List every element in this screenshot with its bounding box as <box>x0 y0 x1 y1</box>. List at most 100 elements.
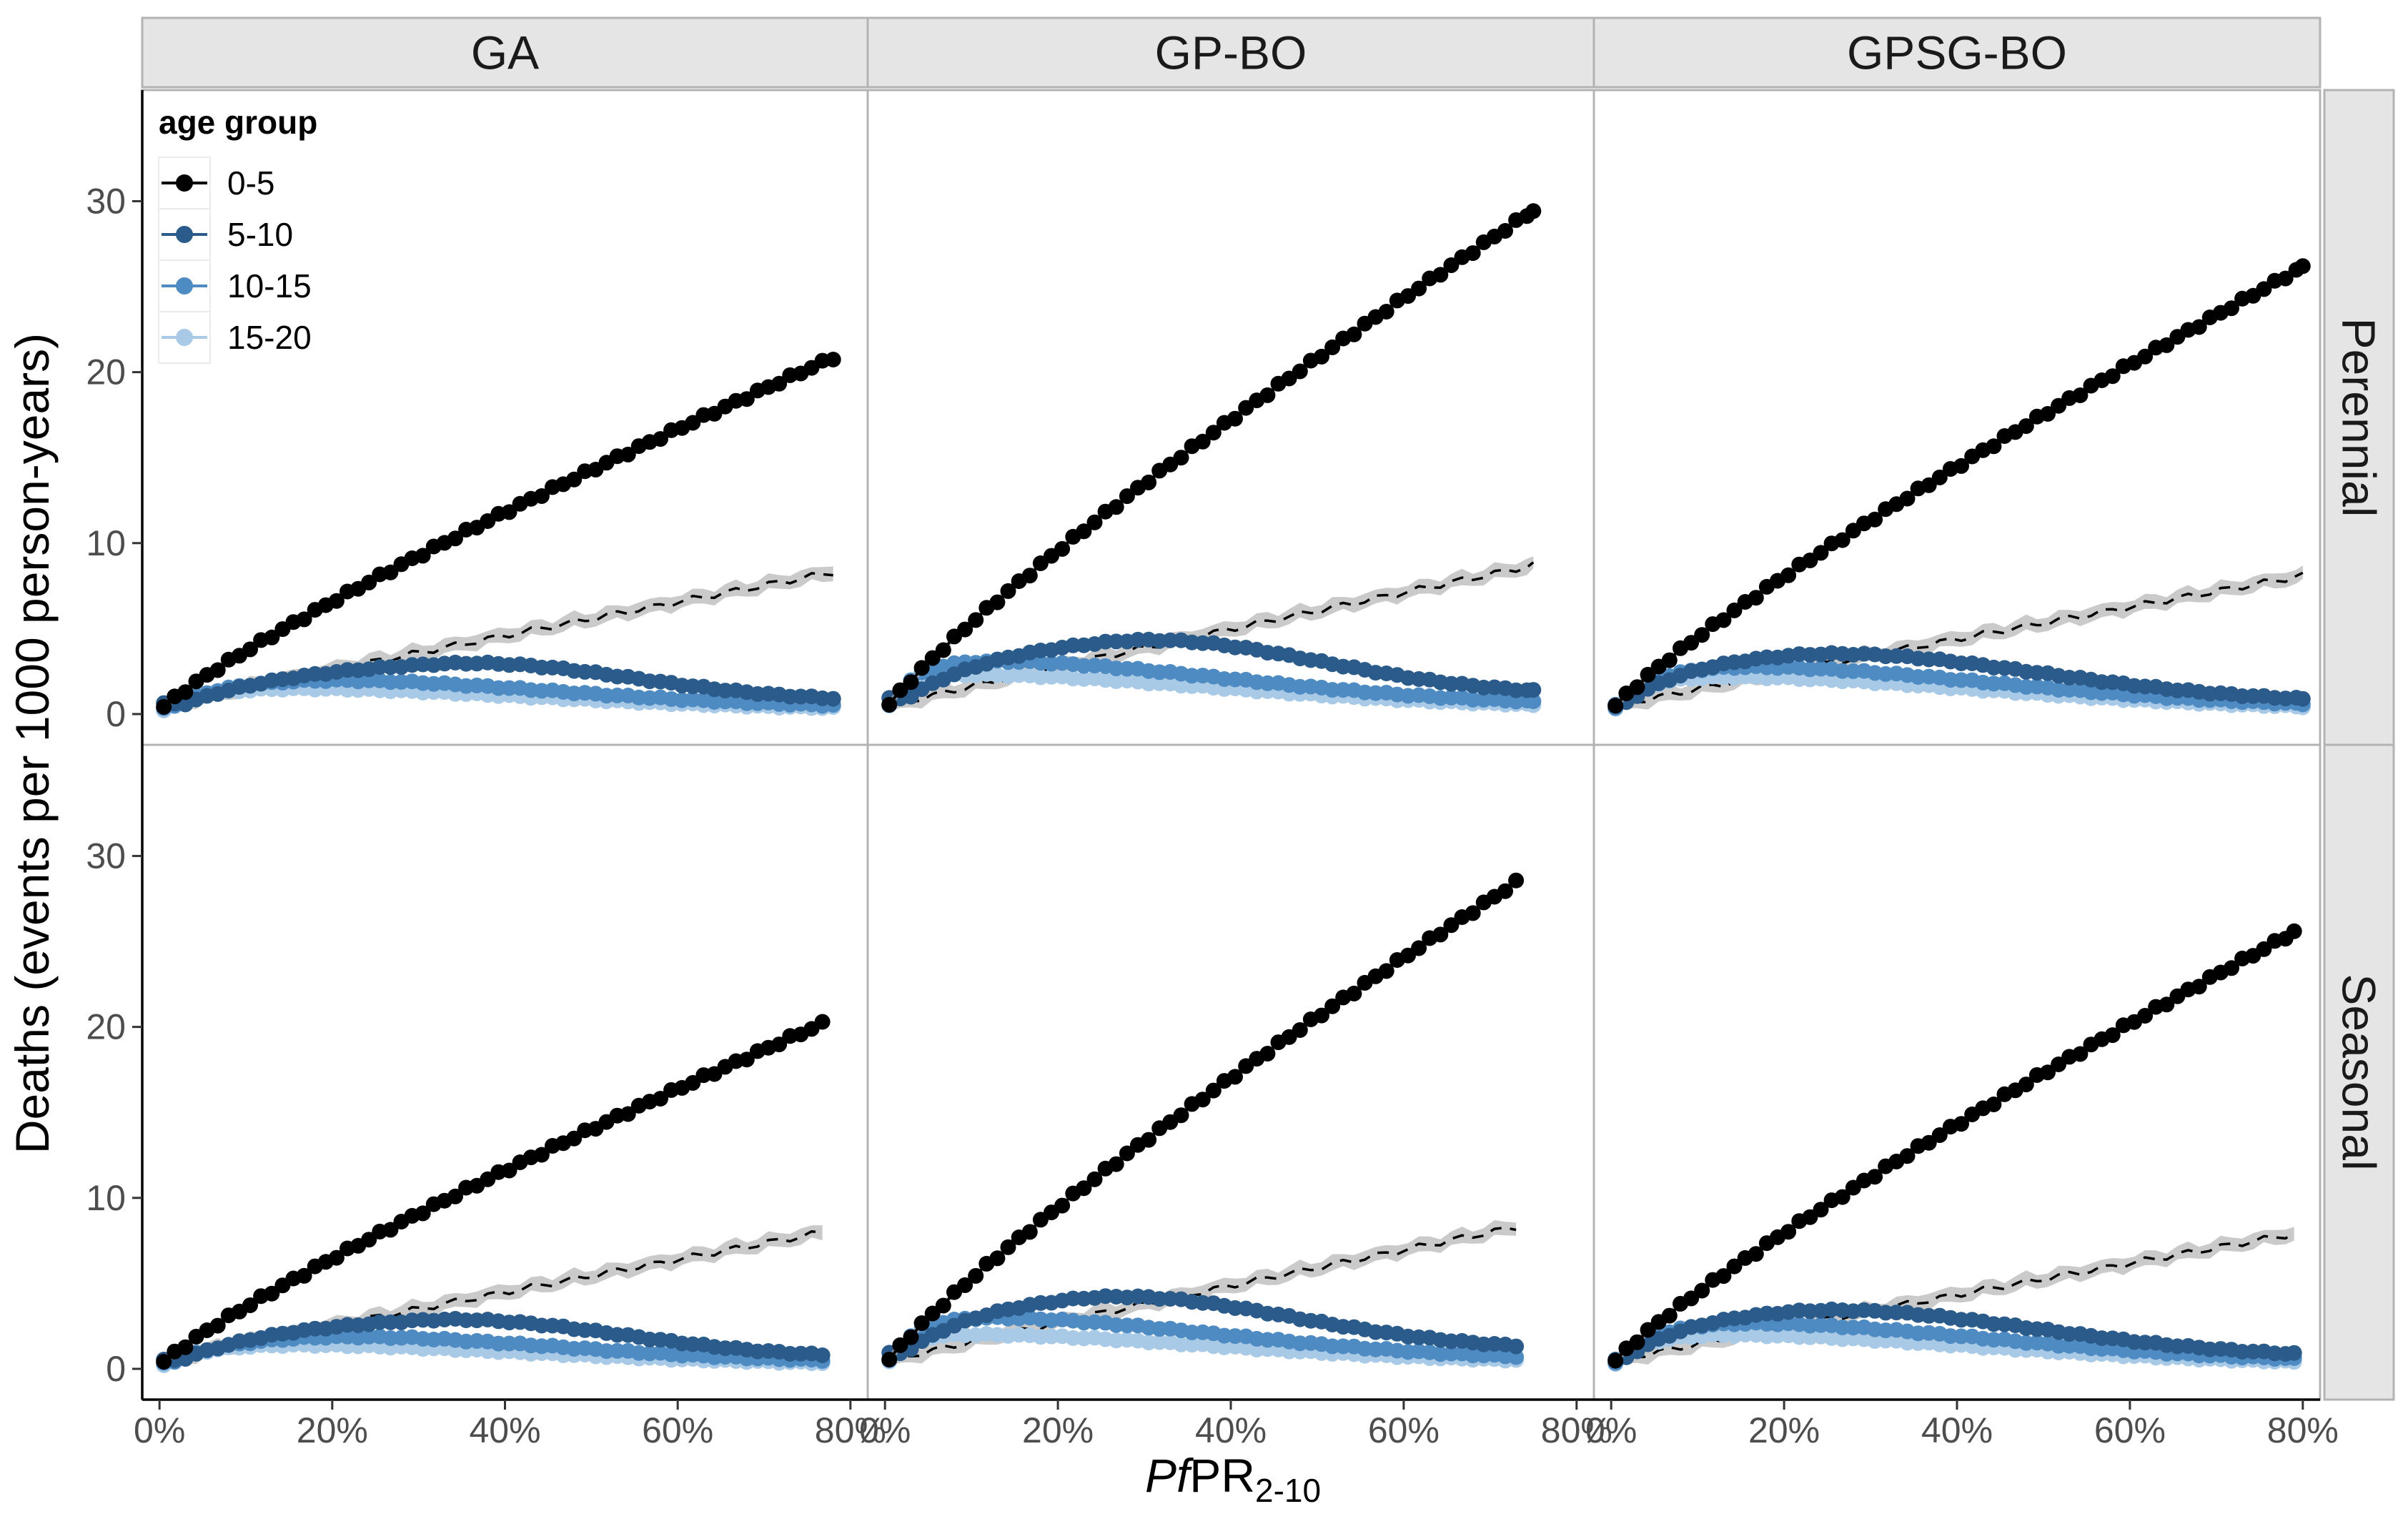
y-tick-label: 10 <box>86 523 126 563</box>
reference-line <box>888 561 1535 708</box>
data-point <box>989 594 1006 610</box>
data-point <box>935 642 951 658</box>
data-point <box>1867 511 1883 528</box>
data-point <box>2061 1326 2078 1342</box>
legend-label: 15-20 <box>227 319 312 356</box>
data-point <box>1432 926 1449 943</box>
data-point <box>1813 1202 1829 1218</box>
data-point <box>2072 1046 2089 1062</box>
data-point <box>2286 923 2302 939</box>
data-point <box>2061 1337 2078 1354</box>
series-0-5 <box>881 203 1542 713</box>
data-point <box>328 593 345 609</box>
data-point <box>2137 1008 2154 1024</box>
legend-item-10-15: 10-15 <box>158 259 312 312</box>
data-point <box>501 504 517 520</box>
legend-key-point <box>176 329 193 346</box>
data-point <box>1780 1224 1797 1240</box>
data-point <box>415 1205 431 1222</box>
x-tick-label: 40% <box>1195 1410 1267 1450</box>
data-point <box>1888 1305 1905 1321</box>
data-point <box>881 696 898 713</box>
data-point <box>177 1339 194 1355</box>
data-point <box>892 682 908 698</box>
data-point <box>1661 652 1678 668</box>
data-point <box>1867 1169 1883 1185</box>
strip-label: GA <box>471 26 539 79</box>
data-point <box>1130 631 1146 648</box>
y-tick-label: 30 <box>86 181 126 221</box>
data-point <box>1162 632 1179 648</box>
data-point <box>2018 1077 2034 1093</box>
data-point <box>2294 258 2311 274</box>
data-point <box>2018 418 2034 435</box>
data-point <box>2277 270 2294 287</box>
data-point <box>2040 1064 2056 1081</box>
y-tick-label: 30 <box>86 836 126 876</box>
data-point <box>620 1106 636 1122</box>
x-tick-label: 0% <box>134 1410 185 1450</box>
data-point <box>2224 300 2239 317</box>
data-point <box>1640 1322 1656 1338</box>
series-0-5 <box>156 352 841 715</box>
data-point <box>382 1222 399 1238</box>
data-point <box>1834 532 1850 548</box>
data-point <box>957 1277 973 1293</box>
data-point <box>1108 633 1124 650</box>
data-point <box>2104 368 2121 385</box>
data-point <box>1108 499 1124 515</box>
panel-gpsg-bo-seasonal <box>1592 743 2322 1401</box>
data-point <box>2256 281 2272 297</box>
data-point <box>957 1327 973 1343</box>
x-axis-title-subscript: 2-10 <box>1255 1472 1321 1509</box>
data-point <box>156 1354 172 1370</box>
data-point <box>1953 672 1969 688</box>
data-point <box>903 1329 919 1345</box>
data-point <box>1607 1352 1624 1369</box>
data-point <box>609 1342 625 1359</box>
data-point <box>1378 963 1394 979</box>
reference-band <box>889 1219 1517 1367</box>
legend-key-point <box>176 226 193 243</box>
data-point <box>1629 1334 1645 1350</box>
data-point <box>1931 1127 1948 1143</box>
y-tick-label: 20 <box>86 352 126 392</box>
data-point <box>2159 996 2175 1013</box>
reference-band <box>164 566 833 713</box>
data-point <box>1065 637 1081 653</box>
data-point <box>738 391 755 407</box>
data-point <box>1076 523 1092 540</box>
y-tick-label: 0 <box>106 694 126 734</box>
data-point <box>1324 339 1341 355</box>
data-point <box>653 1091 668 1107</box>
data-point <box>685 415 701 431</box>
data-point <box>1465 691 1481 708</box>
data-point <box>1834 1320 1850 1335</box>
data-point <box>242 641 258 658</box>
data-point <box>533 1317 550 1334</box>
data-point <box>1259 387 1276 403</box>
data-point <box>1497 223 1513 239</box>
data-point <box>1715 612 1732 628</box>
data-point <box>533 1147 550 1163</box>
data-point <box>307 1320 323 1337</box>
legend-title: age group <box>159 104 317 141</box>
data-point <box>1119 660 1135 677</box>
data-point <box>1314 1007 1329 1024</box>
data-point <box>1314 348 1329 365</box>
data-point <box>1694 1282 1710 1299</box>
data-point <box>1443 917 1460 934</box>
data-point <box>1694 627 1710 643</box>
data-point <box>1141 1132 1157 1148</box>
data-point <box>957 621 973 638</box>
strip-label: Seasonal <box>2333 974 2386 1170</box>
data-point <box>1194 635 1211 651</box>
data-point <box>1986 1097 2002 1112</box>
data-point <box>2224 960 2239 976</box>
x-tick-label: 20% <box>1022 1410 1094 1450</box>
data-point <box>653 431 668 447</box>
data-point <box>903 674 919 691</box>
data-point <box>1899 1148 1916 1164</box>
strip-label: GP-BO <box>1155 26 1307 79</box>
data-point <box>738 695 755 711</box>
